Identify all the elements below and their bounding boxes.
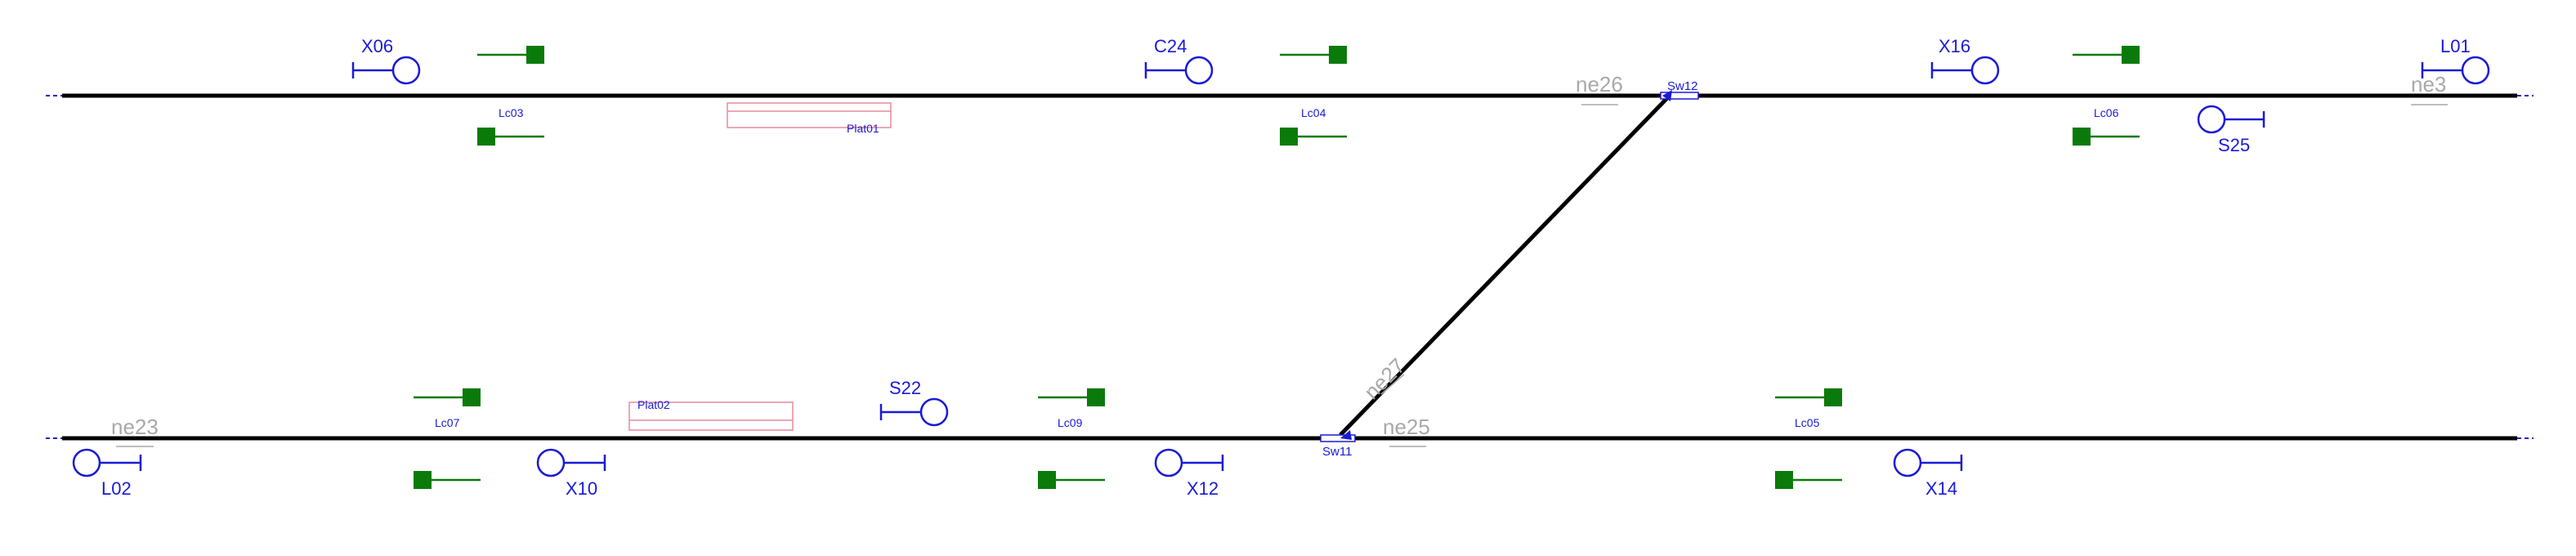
signal-x14[interactable]: X14 bbox=[1893, 448, 1963, 499]
switch-sw12[interactable]: Sw12 bbox=[1660, 79, 1699, 101]
signal-c24-label: C24 bbox=[1154, 36, 1187, 56]
level-crossing-lc07[interactable]: Lc07 bbox=[414, 388, 481, 489]
switch-sw11[interactable]: Sw11 bbox=[1320, 430, 1356, 459]
platform-plat01-label: Plat01 bbox=[847, 122, 879, 135]
signal-x06-label: X06 bbox=[361, 36, 393, 56]
platform-plat01-outline bbox=[727, 102, 892, 128]
level-crossing-lc03[interactable]: Lc03 bbox=[477, 46, 544, 146]
signal-x12-label: X12 bbox=[1187, 478, 1219, 499]
lc06-lower-square bbox=[2073, 128, 2091, 146]
lc07-label: Lc07 bbox=[435, 416, 460, 429]
signal-l02[interactable]: L02 bbox=[72, 448, 142, 499]
switch-sw11-box bbox=[1320, 434, 1356, 442]
level-crossing-lc09[interactable]: Lc09 bbox=[1038, 388, 1105, 489]
lc06-upper-square bbox=[2122, 46, 2140, 64]
track-label-ne27: ne27 bbox=[1359, 353, 1410, 404]
signal-l02-label: L02 bbox=[101, 478, 132, 499]
level-crossings: Lc03 Lc04 Lc06 Lc07 bbox=[414, 46, 2140, 489]
level-crossing-lc05[interactable]: Lc05 bbox=[1775, 388, 1842, 489]
signal-x10[interactable]: X10 bbox=[536, 448, 606, 499]
track-label-ne26: ne26 bbox=[1576, 72, 1623, 96]
signal-s25-head bbox=[2197, 105, 2226, 134]
signal-x14-label: X14 bbox=[1925, 478, 1957, 499]
level-crossing-lc06[interactable]: Lc06 bbox=[2073, 46, 2140, 146]
lc03-lower-square bbox=[477, 128, 495, 146]
track-labels: ne26 ne3 ne23 ne25 ne27 bbox=[111, 72, 2448, 447]
track-label-ne23: ne23 bbox=[111, 415, 159, 439]
platform-plat02-outline bbox=[628, 401, 794, 431]
signal-x16-head bbox=[1970, 56, 2000, 85]
lc04-upper-square bbox=[1329, 46, 1347, 64]
switch-sw12-label: Sw12 bbox=[1667, 79, 1698, 93]
lc07-lower-square bbox=[414, 471, 432, 489]
signal-x16[interactable]: X16 bbox=[1930, 36, 2000, 85]
track-label-ne27-underline bbox=[1380, 374, 1405, 395]
lc09-upper-square bbox=[1087, 388, 1105, 406]
lc03-upper-square bbox=[526, 46, 544, 64]
lc05-label: Lc05 bbox=[1795, 416, 1820, 429]
track-label-ne25: ne25 bbox=[1383, 415, 1430, 439]
signal-x12[interactable]: X12 bbox=[1154, 448, 1224, 499]
switch-sw12-marker bbox=[1662, 90, 1672, 101]
signal-x06[interactable]: X06 bbox=[351, 36, 421, 85]
tracks bbox=[46, 93, 2534, 441]
platform-plat01[interactable]: Plat01 bbox=[727, 102, 892, 135]
signal-l01[interactable]: L01 bbox=[2421, 36, 2490, 85]
lc05-upper-square bbox=[1824, 388, 1842, 406]
switch-sw11-marker bbox=[1340, 430, 1352, 440]
platform-plat02-label: Plat02 bbox=[637, 398, 670, 411]
signal-x12-head bbox=[1154, 448, 1183, 478]
signal-x10-label: X10 bbox=[566, 478, 597, 499]
lc07-upper-square bbox=[463, 388, 481, 406]
signal-c24[interactable]: C24 bbox=[1144, 36, 1214, 85]
signal-x06-head bbox=[391, 56, 421, 85]
level-crossing-lc04[interactable]: Lc04 bbox=[1280, 46, 1347, 146]
switch-sw12-box bbox=[1660, 92, 1699, 100]
signal-l02-head bbox=[72, 448, 101, 478]
signal-s25[interactable]: S25 bbox=[2197, 105, 2265, 155]
crossover-track[interactable] bbox=[1339, 96, 1669, 437]
signal-l01-head bbox=[2461, 56, 2490, 85]
lc04-lower-square bbox=[1280, 128, 1298, 146]
lc09-lower-square bbox=[1038, 471, 1056, 489]
signal-s22-label: S22 bbox=[889, 378, 921, 398]
signal-s22-head bbox=[919, 397, 949, 427]
switch-sw11-label: Sw11 bbox=[1322, 445, 1352, 459]
platform-plat02[interactable]: Plat02 bbox=[628, 398, 794, 431]
signal-x14-head bbox=[1893, 448, 1922, 478]
signal-s22[interactable]: S22 bbox=[879, 378, 949, 427]
signal-c24-head bbox=[1184, 56, 1214, 85]
signal-s25-label: S25 bbox=[2218, 135, 2250, 155]
signal-x10-head bbox=[536, 448, 566, 478]
lc06-label: Lc06 bbox=[2094, 106, 2119, 119]
signal-x16-label: X16 bbox=[1939, 36, 1970, 56]
signals: X06 C24 X16 L01 S25 bbox=[72, 36, 2490, 499]
lc04-label: Lc04 bbox=[1301, 106, 1326, 119]
lc05-lower-square bbox=[1775, 471, 1793, 489]
track-label-ne3: ne3 bbox=[2411, 72, 2446, 96]
signal-l01-label: L01 bbox=[2440, 36, 2471, 56]
lc09-label: Lc09 bbox=[1058, 416, 1083, 429]
lc03-label: Lc03 bbox=[499, 106, 524, 119]
